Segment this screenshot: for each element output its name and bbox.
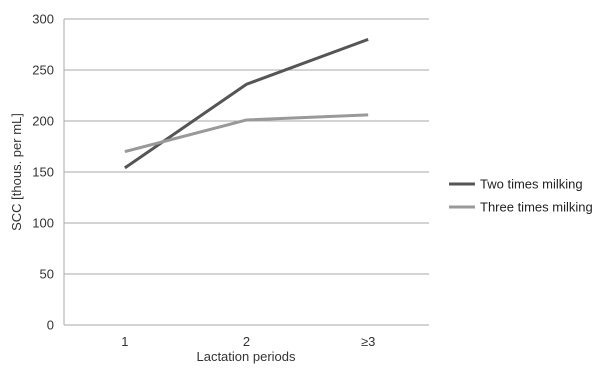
y-tick-labels: 0 50 100 150 200 250 300 <box>32 12 54 333</box>
series-lines <box>123 37 369 170</box>
y-tick-label: 200 <box>32 114 54 129</box>
legend: Two times milking Three times milking <box>449 177 593 215</box>
gridlines <box>63 18 429 326</box>
y-tick-label: 250 <box>32 63 54 78</box>
y-tick-label: 150 <box>32 165 54 180</box>
series-line-2 <box>124 113 369 154</box>
series-line-1 <box>123 37 369 170</box>
y-axis-title: SCC [thous. per mL] <box>9 113 24 231</box>
legend-label: Three times milking <box>480 200 593 215</box>
x-tick-label: 2 <box>243 334 250 349</box>
y-tick-label: 50 <box>40 267 54 282</box>
y-tick-label: 300 <box>32 12 54 27</box>
y-tick-label: 0 <box>47 318 54 333</box>
x-tick-label: 1 <box>121 334 128 349</box>
x-axis-title: Lactation periods <box>196 349 296 364</box>
y-tick-label: 100 <box>32 216 54 231</box>
x-tick-label: ≥3 <box>361 334 375 349</box>
legend-label: Two times milking <box>480 177 583 192</box>
x-tick-labels: 1 2 ≥3 <box>121 334 375 349</box>
